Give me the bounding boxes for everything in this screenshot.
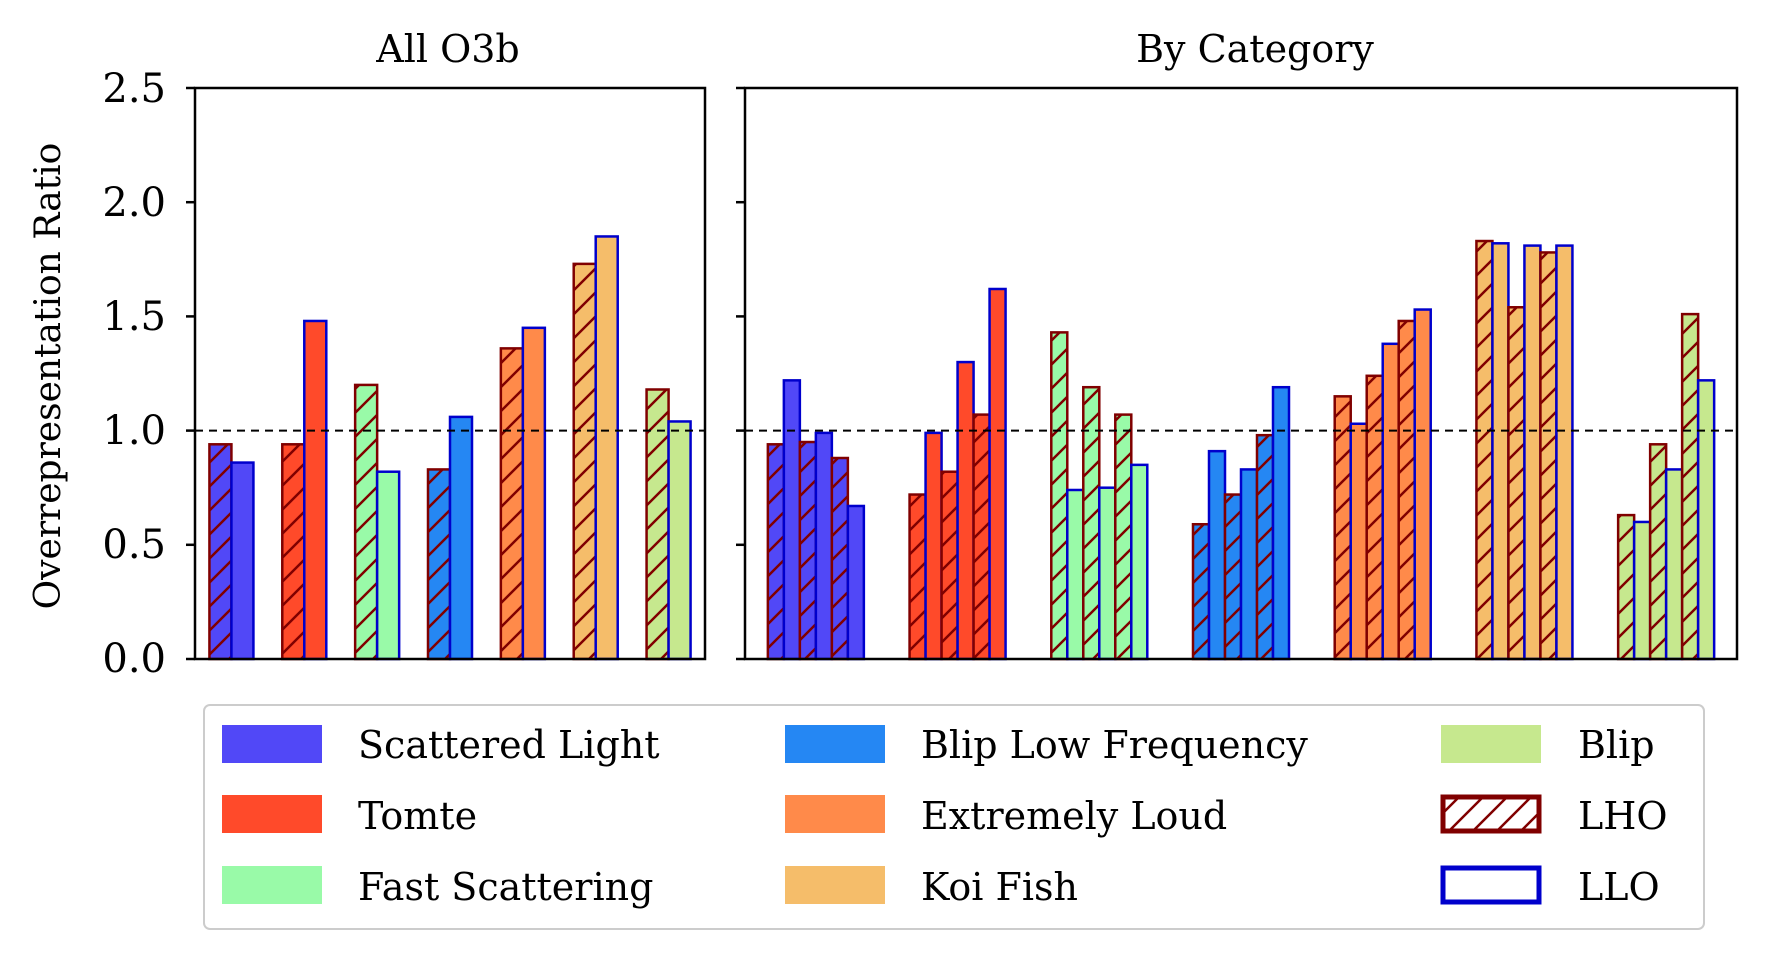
bar-by-category-scattered-light-llo (815, 432, 832, 659)
legend-swatch-extremely-loud (785, 795, 885, 833)
bar-by-category-blip-llo (1634, 521, 1651, 659)
legend-label-blip: Blip (1578, 723, 1655, 767)
bar-by-category-fast-scattering-llo (1067, 489, 1084, 659)
panel-title-all-o3b: All O3b (375, 27, 519, 71)
legend-swatch-tomte (222, 795, 322, 833)
bar-all-o3b-scattered-light-llo (231, 462, 254, 659)
bar-by-category-blip-lho-hatch (1682, 314, 1699, 659)
legend-label-koi-fish: Koi Fish (921, 865, 1078, 909)
bar-by-category-tomte-llo (989, 288, 1006, 659)
axes (186, 86, 1739, 661)
bar-by-category-blip-low-frequency-lho-hatch (1257, 435, 1273, 659)
axes-frame (193, 86, 707, 661)
legend-label-extremely-loud: Extremely Loud (921, 794, 1227, 838)
legend-swatch-blip (1441, 725, 1541, 763)
bar-all-o3b-fast-scattering-llo (377, 471, 400, 659)
legend-label-tomte: Tomte (358, 794, 477, 838)
bar-all-o3b-extremely-loud-lho-hatch (500, 348, 523, 659)
legend-swatch-koi-fish (785, 866, 885, 904)
bar-by-category-blip-low-frequency-llo (1209, 451, 1225, 659)
legend-label-lho: LHO (1578, 794, 1668, 838)
bar-by-category-koi-fish-llo (1492, 243, 1509, 659)
bar-by-category-extremely-loud-llo (1382, 343, 1399, 659)
legend-label-llo: LLO (1578, 865, 1660, 909)
bar-by-category-fast-scattering-lho-hatch (1051, 332, 1068, 659)
panel-title-by-category: By Category (1136, 27, 1374, 71)
bar-all-o3b-tomte-llo (304, 320, 327, 659)
bar-by-category-tomte-lho-hatch (909, 494, 926, 659)
legend-frame (203, 704, 1705, 930)
bar-all-o3b-blip-llo (668, 421, 691, 659)
y-tick-labels: 0.0 0.5 1.0 1.5 2.0 2.5 (102, 66, 166, 682)
bar-by-category-koi-fish-lho-hatch (1508, 307, 1525, 659)
bar-all-o3b-koi-fish-lho-hatch (573, 263, 596, 659)
legend-swatch-scattered-light (222, 725, 322, 763)
bar-by-category-blip-lho-hatch (1650, 444, 1667, 659)
bar-by-category-scattered-light-lho-hatch (831, 458, 848, 659)
bar-all-o3b-blip-low-frequency-llo (450, 416, 472, 659)
legend-swatch-blip-low-frequency (785, 725, 885, 763)
legend-swatch-fast-scattering (222, 866, 322, 904)
y-tick-label: 1.0 (102, 408, 166, 454)
legend-swatch-llo (1440, 865, 1542, 905)
bar-by-category-extremely-loud-lho-hatch (1398, 320, 1415, 659)
bar-by-category-blip-low-frequency-lho-hatch (1225, 494, 1241, 659)
bar-by-category-blip-low-frequency-llo (1273, 387, 1289, 659)
bar-all-o3b-blip-lho-hatch (646, 389, 669, 659)
bar-by-category-fast-scattering-lho-hatch (1115, 414, 1132, 659)
bar-all-o3b-fast-scattering-lho-hatch (355, 384, 378, 659)
bar-by-category-blip-lho-hatch (1618, 515, 1635, 659)
bar-by-category-tomte-lho-hatch (941, 471, 958, 659)
bar-by-category-extremely-loud-llo (1350, 423, 1367, 659)
y-tick-label: 0.5 (102, 522, 166, 568)
bar-by-category-koi-fish-llo (1524, 245, 1541, 659)
bar-all-o3b-scattered-light-lho-hatch (209, 444, 232, 659)
bar-by-category-fast-scattering-lho-hatch (1083, 387, 1100, 659)
bar-marks (208, 235, 1716, 661)
bar-by-category-tomte-llo (957, 362, 974, 659)
y-tick-label: 0.0 (102, 636, 166, 682)
bar-by-category-scattered-light-llo (783, 380, 800, 659)
legend-swatch-lho (1440, 794, 1542, 834)
bar-all-o3b-extremely-loud-llo (522, 327, 545, 659)
bar-by-category-fast-scattering-llo (1131, 464, 1148, 659)
bar-by-category-blip-llo (1666, 469, 1683, 659)
bar-by-category-koi-fish-llo (1556, 245, 1573, 659)
bar-by-category-fast-scattering-llo (1099, 487, 1116, 659)
legend-label-fast-scattering: Fast Scattering (358, 865, 653, 909)
bar-all-o3b-koi-fish-llo (595, 236, 618, 659)
bar-by-category-scattered-light-llo (847, 505, 864, 659)
bar-by-category-tomte-llo (925, 432, 942, 659)
bar-by-category-scattered-light-lho-hatch (799, 442, 816, 659)
y-tick-label: 2.5 (102, 66, 166, 112)
bar-by-category-extremely-loud-lho-hatch (1334, 396, 1351, 659)
bar-by-category-blip-low-frequency-lho-hatch (1193, 524, 1209, 659)
bar-by-category-koi-fish-lho-hatch (1476, 241, 1493, 659)
bar-by-category-koi-fish-lho-hatch (1540, 252, 1557, 659)
legend: Scattered Light Tomte Fast Scattering Bl… (203, 704, 1705, 930)
y-axis-label: Overrepresentation Ratio (28, 143, 69, 610)
bar-by-category-extremely-loud-lho-hatch (1366, 375, 1383, 659)
bar-by-category-blip-low-frequency-llo (1241, 469, 1257, 659)
bar-by-category-scattered-light-lho-hatch (767, 444, 784, 659)
y-tick-label: 2.0 (102, 180, 166, 226)
bar-by-category-extremely-loud-llo (1414, 309, 1431, 659)
y-tick-label: 1.5 (102, 294, 166, 340)
bar-all-o3b-blip-low-frequency-lho-hatch (428, 469, 450, 659)
bar-by-category-tomte-lho-hatch (973, 414, 990, 659)
legend-label-scattered-light: Scattered Light (358, 723, 660, 767)
bar-by-category-blip-llo (1698, 380, 1715, 659)
bar-all-o3b-tomte-lho-hatch (282, 444, 305, 659)
axes-frame (743, 86, 1739, 661)
legend-label-blip-low-frequency: Blip Low Frequency (921, 723, 1308, 767)
